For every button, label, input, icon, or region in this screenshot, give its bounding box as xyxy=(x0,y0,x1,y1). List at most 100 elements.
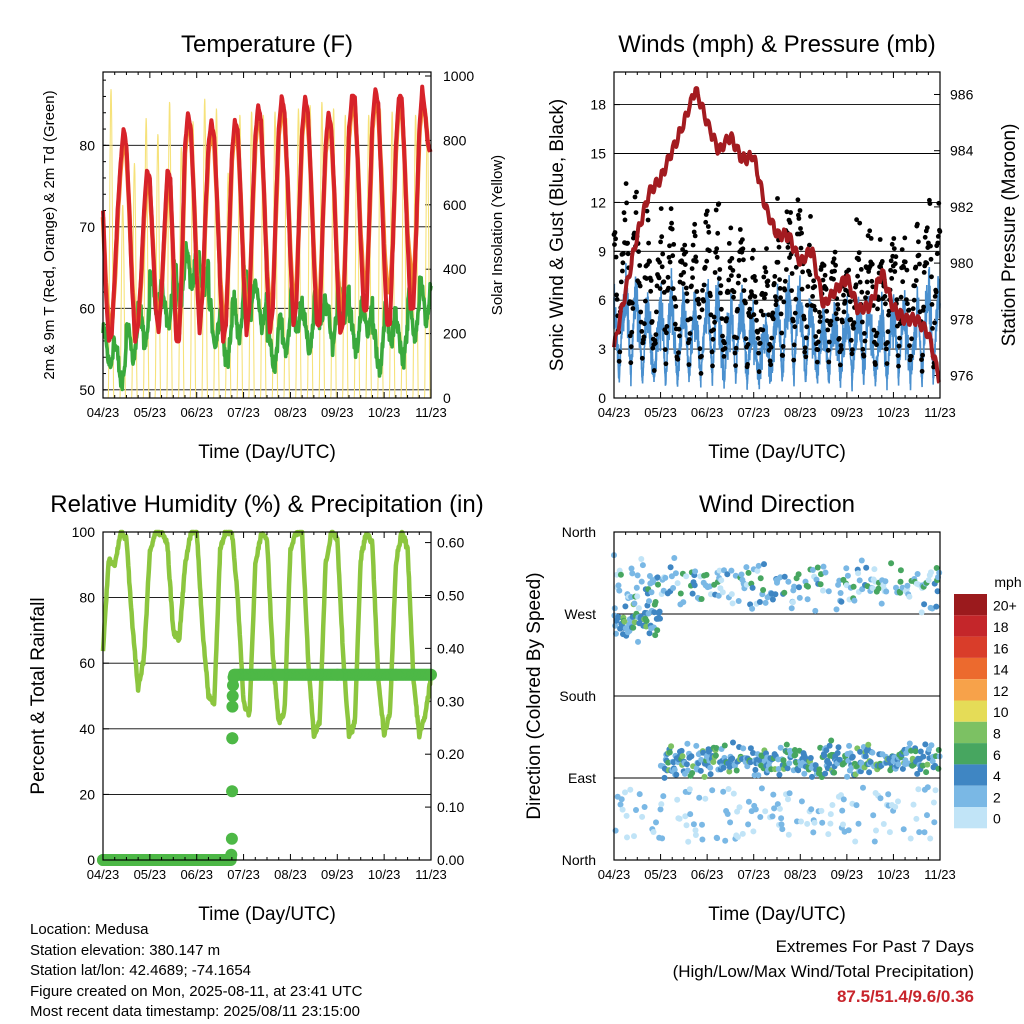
wind-gust-point xyxy=(805,284,811,289)
wind-direction-point xyxy=(758,785,765,792)
wind-direction-point xyxy=(835,744,842,751)
wind-gust-point xyxy=(858,267,864,272)
created-text: Figure created on Mon, 2025-08-11, at 23… xyxy=(30,982,363,1000)
wind-gust-point xyxy=(834,316,840,322)
wind-gust-point xyxy=(791,342,797,348)
wind-direction-point xyxy=(906,593,913,600)
wind-gust-point xyxy=(732,350,738,356)
wind-direction-point xyxy=(920,753,927,760)
wind-direction-point xyxy=(809,567,816,573)
wind-gust-point xyxy=(692,221,698,227)
wind-direction-point xyxy=(878,600,885,607)
wind-gust-point xyxy=(822,272,828,278)
wind-direction-point xyxy=(789,599,796,606)
wind-gust-point xyxy=(828,322,833,328)
wind-gust-point xyxy=(812,307,818,313)
wind-gust-point xyxy=(755,329,760,335)
wind-direction-point xyxy=(858,557,865,564)
wind-direction-point xyxy=(639,562,646,569)
wind-gust-point xyxy=(621,251,626,256)
wind-gust-point xyxy=(910,306,916,312)
wind-gust-point xyxy=(916,239,921,245)
wind-direction-point xyxy=(785,796,791,803)
wind-direction-point xyxy=(936,569,943,576)
wind-direction-point xyxy=(833,606,840,613)
wind-direction-point xyxy=(777,744,784,751)
wind-gust-point xyxy=(810,294,815,299)
wind-gust-point xyxy=(850,347,855,352)
wind-direction-point xyxy=(752,766,759,773)
wind-gust-point xyxy=(886,308,892,314)
wind-gust-point xyxy=(874,330,880,336)
temperature-x-tick-label: 07/23 xyxy=(227,405,260,420)
wind-direction-point xyxy=(928,742,935,749)
wind-gust-point xyxy=(864,279,870,285)
wind-gust-point xyxy=(885,329,891,335)
legend-swatch xyxy=(954,679,987,701)
wind-gust-point xyxy=(795,197,801,203)
wind-direction-point xyxy=(738,571,745,578)
wind-direction-point xyxy=(934,588,941,595)
wind-gust-point xyxy=(618,279,624,285)
wind-gust-point xyxy=(736,273,742,279)
wind-gust-point xyxy=(789,288,794,293)
wind-gust-point xyxy=(632,194,638,200)
wind-gust-point xyxy=(704,208,710,214)
wind-gust-point xyxy=(891,236,897,241)
temperature-y2-tick-label: 400 xyxy=(443,261,467,277)
wind-gust-point xyxy=(751,312,757,318)
wind-gust-point xyxy=(634,189,639,195)
wind-direction-point xyxy=(631,600,638,607)
wind-gust-point xyxy=(905,301,910,307)
wind-gust-point xyxy=(832,268,837,274)
wind-direction-point xyxy=(925,577,932,584)
wind-gust-point xyxy=(628,344,634,350)
wind-gust-point xyxy=(862,338,868,344)
wind-direction-point xyxy=(804,596,811,603)
humidity-x-tick-label: 05/23 xyxy=(134,867,167,882)
wind-gust-point xyxy=(802,345,808,351)
wind-gust-point xyxy=(681,270,687,275)
wind-direction-point xyxy=(635,638,641,645)
winds-y2-tick-label: 976 xyxy=(950,368,974,384)
wind-gust-point xyxy=(648,278,654,283)
wind-gust-point xyxy=(710,363,715,369)
wind-gust-point xyxy=(932,320,937,326)
wind-gust-point xyxy=(799,286,805,292)
wind-direction-point xyxy=(913,815,920,822)
wind-direction-point xyxy=(747,745,754,752)
wind-gust-point xyxy=(719,316,725,321)
wind-gust-point xyxy=(912,283,918,289)
wind-gust-point xyxy=(784,267,789,272)
humidity-x-tick-label: 04/23 xyxy=(87,867,120,882)
humidity-y2-tick-label: 0.30 xyxy=(437,693,464,709)
wind-gust-point xyxy=(683,249,689,255)
wind-direction-point xyxy=(718,577,725,584)
wind-gust-point xyxy=(921,304,926,310)
wind-gust-point xyxy=(851,320,857,326)
wind-direction-point xyxy=(656,608,663,615)
wind-direction-point xyxy=(882,578,889,585)
humidity-y2-tick-label: 0.40 xyxy=(437,640,464,656)
wind-direction-point xyxy=(834,750,841,756)
wind-direction-point xyxy=(818,807,825,814)
wind-direction-point xyxy=(627,786,634,793)
wind-gust-point xyxy=(680,247,685,252)
wind-direction-point xyxy=(756,599,763,605)
wind-direction-point xyxy=(762,599,769,606)
wind-gust-point xyxy=(913,278,919,283)
wind-direction-point xyxy=(870,812,877,819)
wind-direction-point xyxy=(786,790,793,797)
wind-gust-point xyxy=(781,299,787,305)
wind-gust-point xyxy=(811,278,816,284)
temperature-x-title: Time (Day/UTC) xyxy=(198,442,336,463)
wind-gust-point xyxy=(733,345,739,351)
wind-direction-point xyxy=(688,753,695,760)
wind-gust-point xyxy=(762,265,768,270)
wind-direction-point xyxy=(629,570,636,577)
wind-direction-point xyxy=(804,820,811,827)
temperature-plot-area xyxy=(100,84,433,399)
wind-gust-point xyxy=(790,318,796,324)
wind-direction-point xyxy=(839,807,846,814)
wind-gust-point xyxy=(773,294,778,300)
